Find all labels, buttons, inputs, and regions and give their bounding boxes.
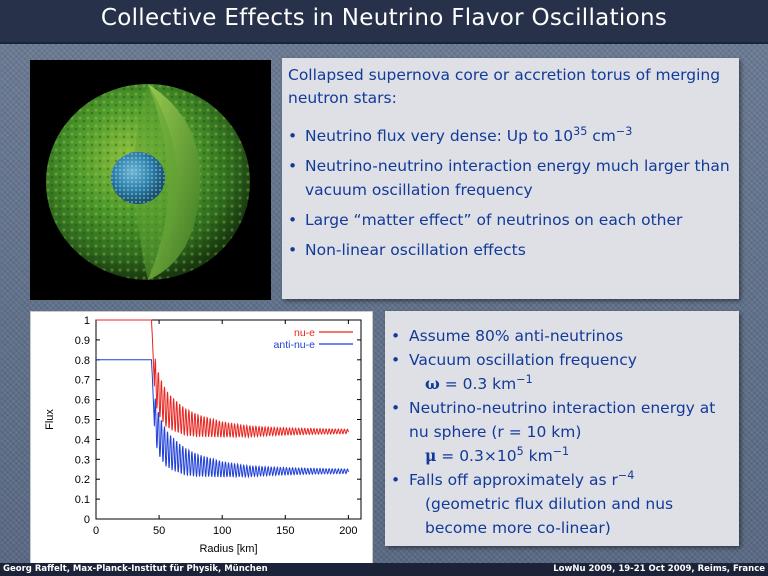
- omega-symbol: ω: [425, 374, 440, 393]
- footer-author: Georg Raffelt, Max-Planck-Institut für P…: [3, 564, 268, 574]
- bullet-dot: •: [391, 471, 401, 489]
- mu-formula: μ = 0.3×105 km−1: [409, 444, 735, 468]
- y-axis-label: Flux: [44, 409, 56, 430]
- bullet-dot: •: [391, 327, 401, 345]
- omega-exponent: −1: [516, 372, 533, 386]
- x-tick-label: 0: [93, 525, 99, 537]
- x-tick-label: 200: [339, 525, 357, 537]
- y-tick-label: 0: [84, 514, 90, 526]
- bullet-unit: cm: [587, 127, 616, 145]
- y-tick-label: 0.9: [75, 335, 90, 347]
- bullet-dot: •: [288, 127, 298, 145]
- footer-bar: Georg Raffelt, Max-Planck-Institut für P…: [0, 563, 768, 576]
- bullet-interaction-energy: • Neutrino-neutrino interaction energy mu…: [288, 154, 734, 202]
- bullet-falloff: • Falls off approximately as r−4 (geometr…: [391, 468, 735, 540]
- bullet-dot: •: [391, 399, 401, 417]
- bullet-vacuum-frequency: • Vacuum oscillation frequency ω = 0.3 km…: [391, 348, 735, 396]
- bullet-text: Falls off approximately as r: [409, 471, 618, 489]
- title-bar: Collective Effects in Neutrino Flavor Os…: [0, 0, 768, 44]
- bullet-text: Vacuum oscillation frequency: [409, 351, 637, 369]
- mu-symbol: μ: [425, 446, 437, 465]
- y-tick-label: 0.4: [75, 434, 90, 446]
- bullet-superscript: 35: [573, 124, 588, 138]
- bullet-unit-superscript: −3: [615, 124, 633, 138]
- y-tick-label: 0.3: [75, 454, 90, 466]
- x-tick-label: 150: [276, 525, 294, 537]
- bullet-text: Neutrino-neutrino interaction energy muc…: [305, 157, 730, 199]
- bullet-dot: •: [288, 241, 298, 259]
- bullet-text: Non-linear oscillation effects: [305, 241, 526, 259]
- flux-chart: 0 0.1 0.2 0.3 0.4 0.5 0.6 0.7 0.8 0.9 1 0 50 100 150 20…: [30, 311, 373, 567]
- series-line-anti-nu-e: [96, 359, 349, 479]
- y-tick-label: 0.7: [75, 375, 90, 387]
- mu-unit-exponent: −1: [552, 444, 570, 458]
- y-tick-label: 0.8: [75, 355, 90, 367]
- mu-unit: km: [523, 447, 553, 465]
- mu-value: = 0.3×10: [436, 447, 517, 465]
- bullet-dot: •: [288, 157, 298, 175]
- mu-exponent: 5: [516, 444, 524, 458]
- omega-formula: ω = 0.3 km−1: [409, 372, 735, 396]
- y-tick-label: 0.1: [75, 494, 90, 506]
- bullet-non-linear: • Non-linear oscillation effects: [288, 238, 734, 262]
- omega-value: = 0.3 km: [439, 375, 517, 393]
- falloff-exponent: −4: [617, 468, 635, 482]
- panel-intro-text: Collapsed supernova core or accretion to…: [288, 66, 721, 107]
- y-tick-label: 0.2: [75, 474, 90, 486]
- bullet-text: Large “matter effect” of neutrinos on ea…: [305, 211, 683, 229]
- bullet-nu-nu-interaction: • Neutrino-neutrino interaction energy at…: [391, 396, 735, 468]
- y-tick-label: 0.5: [75, 415, 90, 427]
- assumptions-bullet-list: • Assume 80% anti-neutrinos • Vacuum oscil…: [391, 324, 735, 540]
- assumptions-panel: • Assume 80% anti-neutrinos • Vacuum oscil…: [385, 311, 739, 546]
- supernova-bullet-list: • Neutrino flux very dense: Up to 1035 cm…: [288, 124, 734, 268]
- falloff-explanation: (geometric flux dilution and nus become …: [425, 495, 674, 537]
- bullet-dot: •: [288, 211, 298, 229]
- supernova-simulation-image: [30, 60, 271, 300]
- series-line-nu-e: [96, 319, 349, 439]
- bullet-anti-neutrinos: • Assume 80% anti-neutrinos: [391, 324, 735, 348]
- plot-frame: [95, 319, 362, 520]
- bullet-neutrino-flux: • Neutrino flux very dense: Up to 1035 cm…: [288, 124, 734, 148]
- legend-label-anti-nu-e: anti-nu-e: [274, 339, 316, 351]
- supernova-description-panel: Collapsed supernova core or accretion to…: [282, 58, 739, 299]
- slide-title: Collective Effects in Neutrino Flavor Os…: [100, 5, 668, 31]
- supernova-illustration: [46, 84, 250, 280]
- x-tick-label: 100: [213, 525, 231, 537]
- y-tick-label: 0.6: [75, 395, 90, 407]
- bullet-matter-effect: • Large “matter effect” of neutrinos on e…: [288, 208, 734, 232]
- bullet-dot: •: [391, 351, 401, 369]
- footer-conference: LowNu 2009, 19-21 Oct 2009, Reims, Franc…: [553, 564, 765, 574]
- legend-label-nu-e: nu-e: [294, 327, 315, 339]
- x-axis-label: Radius [km]: [199, 543, 257, 555]
- x-tick-label: 50: [153, 525, 165, 537]
- bullet-text: Neutrino flux very dense: Up to 10: [305, 127, 574, 145]
- bullet-text: Neutrino-neutrino interaction energy at …: [409, 399, 716, 441]
- y-tick-label: 1: [84, 315, 90, 327]
- flux-chart-svg: 0 0.1 0.2 0.3 0.4 0.5 0.6 0.7 0.8 0.9 1 0 50 100 150 20…: [44, 315, 362, 555]
- bullet-text: Assume 80% anti-neutrinos: [409, 327, 624, 345]
